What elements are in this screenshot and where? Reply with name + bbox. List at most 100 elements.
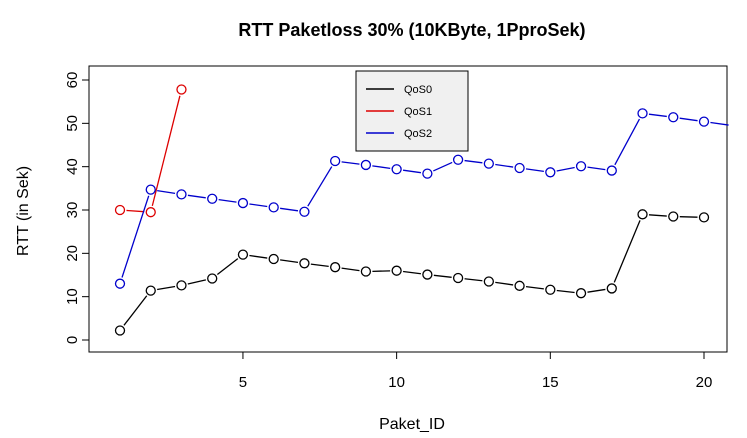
- qos1-point-1: [114, 204, 126, 216]
- y-tick-label-40: 40: [64, 158, 81, 175]
- qos0-point-9: [360, 266, 372, 277]
- qos2-point-19: [668, 112, 679, 123]
- qos0-point-11: [422, 269, 433, 280]
- x-tick-label-15: 15: [542, 374, 559, 391]
- qos2-point-9: [360, 159, 372, 171]
- qos0-point-7: [299, 258, 310, 269]
- qos2-point-14: [514, 162, 525, 174]
- qos2-segment-14: [525, 168, 544, 173]
- y-tick-label-60: 60: [64, 72, 81, 89]
- qos1-point-3: [176, 84, 187, 95]
- qos2-segment-7: [307, 166, 333, 207]
- qos2-point-4: [207, 193, 218, 204]
- qos2-point-12: [452, 154, 464, 165]
- legend-label-qos0: QoS0: [404, 84, 432, 96]
- y-axis-title: RTT (in Sek): [15, 166, 32, 256]
- qos1-segment-2: [151, 95, 181, 207]
- qos2-segment-13: [495, 163, 514, 168]
- qos0-segment-14: [525, 286, 544, 290]
- qos2-point-2: [145, 184, 156, 195]
- qos0-segment-9: [372, 270, 391, 272]
- qos0-point-3: [176, 280, 187, 291]
- qos2-segment-16: [587, 166, 606, 171]
- qos0-point-16: [575, 288, 587, 299]
- x-axis-title: Paket_ID: [379, 416, 445, 433]
- qos2-point-13: [483, 158, 494, 169]
- chart-title: RTT Paketloss 30% (10KByte, 1PproSek): [238, 20, 585, 40]
- y-tick-label-10: 10: [64, 288, 81, 305]
- qos0-point-6: [268, 253, 279, 265]
- qos0-segment-11: [433, 274, 452, 278]
- y-tick-label-20: 20: [64, 245, 81, 262]
- qos1-point-2: [145, 207, 156, 218]
- qos2-point-17: [606, 165, 617, 176]
- qos2-point-3: [176, 189, 187, 200]
- qos0-segment-6: [280, 259, 299, 264]
- qos0-point-2: [145, 285, 156, 296]
- qos0-segment-2: [157, 285, 176, 291]
- plot-area: 0 10 20 30 40 50 60 5 10 15 20 QoS0 QoS1 QoS2: [64, 65, 729, 391]
- x-tick-label-20: 20: [696, 374, 713, 391]
- qos0-point-17: [606, 283, 617, 294]
- qos2-point-10: [391, 164, 402, 175]
- qos0-point-13: [483, 276, 494, 287]
- qos0-point-1: [114, 325, 126, 336]
- qos0-point-8: [330, 262, 341, 273]
- qos2-segment-4: [218, 198, 237, 203]
- qos2-segment-20: [710, 121, 729, 126]
- qos2-segment-6: [280, 207, 299, 212]
- qos0-point-4: [207, 273, 218, 284]
- qos0-segment-12: [464, 278, 483, 282]
- qos0-point-19: [668, 211, 679, 222]
- qos2-point-1: [114, 278, 126, 289]
- x-tick-label-10: 10: [388, 374, 405, 391]
- qos0-segment-3: [187, 279, 207, 285]
- qos0-point-18: [637, 209, 648, 220]
- qos2-point-18: [637, 108, 648, 119]
- qos2-segment-12: [464, 159, 483, 164]
- qos0-point-20: [698, 212, 710, 223]
- qos0-point-12: [452, 272, 464, 284]
- qos2-point-11: [422, 168, 433, 179]
- qos2-segment-17: [614, 118, 641, 166]
- qos0-segment-13: [495, 281, 514, 286]
- qos0-segment-16: [587, 288, 606, 293]
- qos2-point-6: [268, 202, 279, 213]
- qos2-point-20: [698, 116, 710, 127]
- y-tick-label-30: 30: [64, 202, 81, 219]
- qos2-segment-19: [679, 117, 698, 122]
- qos0-segment-8: [341, 267, 360, 272]
- qos2-segment-9: [372, 165, 391, 170]
- x-tick-label-5: 5: [239, 374, 247, 391]
- qos0-point-10: [391, 265, 402, 276]
- legend-label-qos2: QoS2: [404, 128, 432, 140]
- qos2-segment-2: [157, 189, 176, 195]
- qos0-segment-7: [310, 263, 329, 268]
- qos0-segment-10: [402, 270, 422, 275]
- qos2-segment-1: [121, 195, 150, 278]
- qos0-segment-15: [556, 289, 575, 294]
- legend-label-qos1: QoS1: [404, 106, 432, 118]
- qos2-segment-3: [187, 194, 206, 199]
- qos2-point-15: [545, 167, 556, 178]
- qos0-segment-18: [648, 214, 667, 217]
- y-tick-label-0: 0: [64, 336, 81, 344]
- qos0-point-15: [545, 284, 556, 295]
- qos0-segment-19: [679, 216, 698, 218]
- qos0-segment-5: [249, 254, 268, 259]
- qos2-segment-11: [433, 161, 453, 172]
- qos2-point-8: [330, 155, 341, 167]
- qos2-segment-10: [402, 169, 422, 174]
- qos2-segment-5: [249, 203, 268, 208]
- qos2-point-7: [299, 206, 310, 217]
- y-tick-label-50: 50: [64, 115, 81, 132]
- qos0-segment-1: [123, 295, 148, 326]
- qos2-segment-18: [648, 113, 667, 118]
- qos0-segment-17: [613, 220, 641, 283]
- qos0-point-5: [237, 249, 249, 260]
- qos0-segment-4: [216, 258, 239, 275]
- qos2-segment-8: [341, 161, 360, 165]
- qos2-point-5: [237, 197, 249, 209]
- qos2-segment-15: [556, 166, 575, 172]
